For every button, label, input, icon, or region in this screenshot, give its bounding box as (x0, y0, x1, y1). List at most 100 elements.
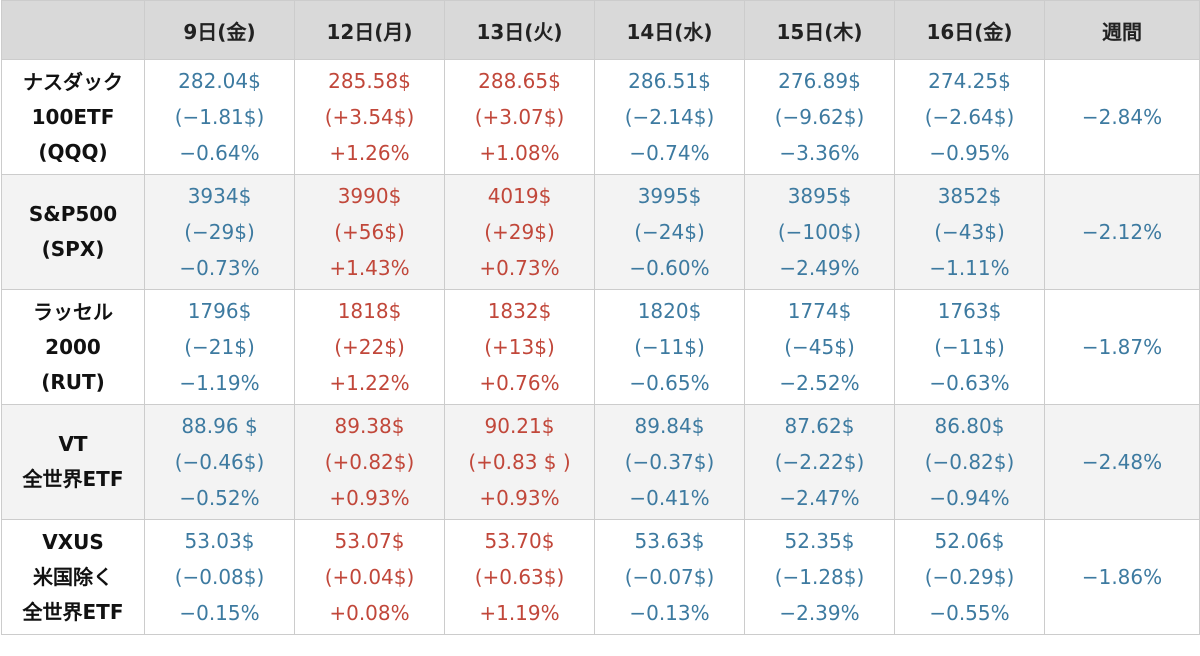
percent-change: −1.19% (179, 371, 260, 395)
price-value: 89.38$ (334, 414, 405, 438)
day-cell: 3934$ (−29$) −0.73% (144, 174, 295, 290)
row-label: ラッセル 2000 (RUT) (1, 289, 145, 405)
price-value: 86.80$ (934, 414, 1005, 438)
day-cell: 53.63$ (−0.07$) −0.13% (594, 519, 745, 635)
percent-change: −0.13% (629, 601, 710, 625)
header-day-12: 12日(月) (294, 0, 445, 60)
percent-change: −0.94% (929, 486, 1010, 510)
percent-change: −0.74% (629, 141, 710, 165)
price-value: 90.21$ (484, 414, 555, 438)
percent-change: −0.64% (179, 141, 260, 165)
price-value: 1818$ (337, 299, 402, 323)
percent-change: −0.15% (179, 601, 260, 625)
price-value: 3995$ (637, 184, 702, 208)
price-value: 1774$ (787, 299, 852, 323)
change-value: (−9.62$) (774, 105, 865, 129)
change-value: (−2.22$) (774, 450, 865, 474)
price-value: 274.25$ (928, 69, 1011, 93)
percent-change: −2.52% (779, 371, 860, 395)
change-value: (−0.07$) (624, 565, 715, 589)
price-value: 1820$ (637, 299, 702, 323)
percent-change: +0.08% (329, 601, 410, 625)
day-cell: 274.25$ (−2.64$) −0.95% (894, 59, 1045, 175)
table-row: VXUS 米国除く 全世界ETF 53.03$ (−0.08$) −0.15% 53.07$… (1, 519, 1200, 635)
percent-change: −2.47% (779, 486, 860, 510)
change-value: (+0.04$) (324, 565, 415, 589)
price-value: 3990$ (337, 184, 402, 208)
change-value: (+3.54$) (324, 105, 415, 129)
day-cell: 52.06$ (−0.29$) −0.55% (894, 519, 1045, 635)
change-value: (+22$) (334, 335, 405, 359)
row-label-line: 全世界ETF (22, 467, 124, 491)
price-value: 53.07$ (334, 529, 405, 553)
change-value: (−24$) (634, 220, 705, 244)
row-label-line: ナスダック (23, 69, 123, 94)
day-cell: 3895$ (−100$) −2.49% (744, 174, 895, 290)
percent-change: −0.60% (629, 256, 710, 280)
change-value: (−1.28$) (774, 565, 865, 589)
percent-change: −0.73% (179, 256, 260, 280)
row-label-line: ラッセル (33, 299, 113, 324)
weekly-change: −2.12% (1044, 174, 1200, 290)
price-value: 3934$ (187, 184, 252, 208)
change-value: (−43$) (934, 220, 1005, 244)
price-value: 53.70$ (484, 529, 555, 553)
change-value: (−0.29$) (924, 565, 1015, 589)
percent-change: −2.39% (779, 601, 860, 625)
change-value: (−1.81$) (174, 105, 265, 129)
change-value: (−0.46$) (174, 450, 265, 474)
change-value: (−100$) (777, 220, 862, 244)
day-cell: 1763$ (−11$) −0.63% (894, 289, 1045, 405)
price-value: 282.04$ (178, 69, 261, 93)
change-value: (+0.63$) (474, 565, 565, 589)
change-value: (−11$) (634, 335, 705, 359)
change-value: (+0.83 $ ) (468, 450, 571, 474)
row-label: VT 全世界ETF (1, 404, 145, 520)
header-corner (1, 0, 145, 60)
change-value: (−2.64$) (924, 105, 1015, 129)
day-cell: 87.62$ (−2.22$) −2.47% (744, 404, 895, 520)
row-label: ナスダック 100ETF (QQQ) (1, 59, 145, 175)
price-value: 53.03$ (184, 529, 255, 553)
percent-change: −2.49% (779, 256, 860, 280)
weekly-change: −2.84% (1044, 59, 1200, 175)
day-cell: 53.07$ (+0.04$) +0.08% (294, 519, 445, 635)
table-row: S&P500 (SPX) 3934$ (−29$) −0.73% 3990$ (+56$) +… (1, 174, 1200, 290)
change-value: (−21$) (184, 335, 255, 359)
row-label: S&P500 (SPX) (1, 174, 145, 290)
row-label-line: VT (58, 432, 88, 456)
price-value: 3852$ (937, 184, 1002, 208)
percent-change: +1.19% (479, 601, 560, 625)
change-value: (+13$) (484, 335, 555, 359)
change-value: (−2.14$) (624, 105, 715, 129)
change-value: (−0.37$) (624, 450, 715, 474)
price-value: 288.65$ (478, 69, 561, 93)
price-value: 89.84$ (634, 414, 705, 438)
row-label-line: S&P500 (28, 202, 118, 226)
day-cell: 1832$ (+13$) +0.76% (444, 289, 595, 405)
table-row: ナスダック 100ETF (QQQ) 282.04$ (−1.81$) −0.64% 285… (1, 59, 1200, 175)
percent-change: −0.65% (629, 371, 710, 395)
table-row: ラッセル 2000 (RUT) 1796$ (−21$) −1.19% 1818$ (+22$… (1, 289, 1200, 405)
row-label-line: 100ETF (31, 104, 115, 129)
row-label-line: VXUS (42, 529, 104, 554)
percent-change: +1.26% (329, 141, 410, 165)
percent-change: −0.95% (929, 141, 1010, 165)
price-value: 286.51$ (628, 69, 711, 93)
header-day-13: 13日(火) (444, 0, 595, 60)
header-day-15: 15日(木) (744, 0, 895, 60)
day-cell: 89.84$ (−0.37$) −0.41% (594, 404, 745, 520)
table-row: VT 全世界ETF 88.96 $ (−0.46$) −0.52% 89.38$ (+0.8… (1, 404, 1200, 520)
percent-change: −0.55% (929, 601, 1010, 625)
price-value: 276.89$ (778, 69, 861, 93)
day-cell: 1774$ (−45$) −2.52% (744, 289, 895, 405)
row-label-line: (QQQ) (38, 139, 108, 164)
weekly-change: −2.48% (1044, 404, 1200, 520)
header-day-9: 9日(金) (144, 0, 295, 60)
price-table: 9日(金) 12日(月) 13日(火) 14日(水) 15日(木) 16日(金)… (1, 0, 1200, 635)
day-cell: 3990$ (+56$) +1.43% (294, 174, 445, 290)
change-value: (+0.82$) (324, 450, 415, 474)
row-label-line: 米国除く (33, 564, 113, 589)
change-value: (+3.07$) (474, 105, 565, 129)
change-value: (−0.08$) (174, 565, 265, 589)
